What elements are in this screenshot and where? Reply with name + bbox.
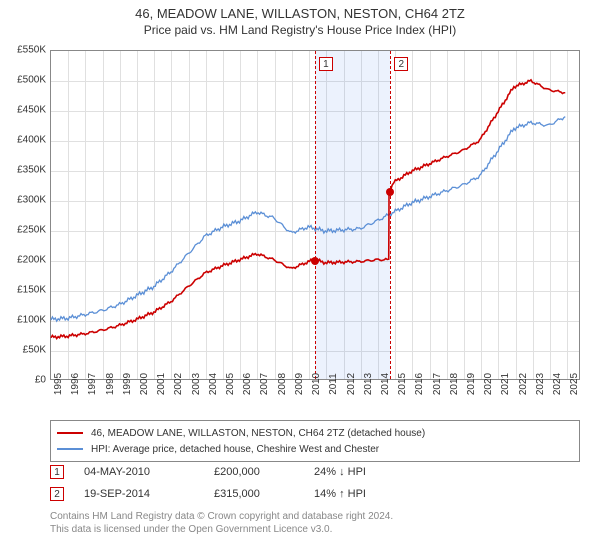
sales-list: 1 04-MAY-2010 £200,000 24% ↓ HPI 2 19-SE… bbox=[50, 462, 580, 506]
y-axis-tick: £350K bbox=[2, 165, 46, 176]
x-axis-tick: 2003 bbox=[191, 373, 202, 395]
sale-row: 2 19-SEP-2014 £315,000 14% ↑ HPI bbox=[50, 484, 580, 504]
y-axis-tick: £450K bbox=[2, 105, 46, 116]
page-subtitle: Price paid vs. HM Land Registry's House … bbox=[0, 23, 600, 37]
page-title: 46, MEADOW LANE, WILLASTON, NESTON, CH64… bbox=[0, 6, 600, 21]
x-axis-tick: 2010 bbox=[311, 373, 322, 395]
y-axis-tick: £300K bbox=[2, 195, 46, 206]
x-axis-tick: 2017 bbox=[432, 373, 443, 395]
x-axis-tick: 2016 bbox=[414, 373, 425, 395]
sale-hpi-delta: 24% ↓ HPI bbox=[314, 466, 424, 478]
x-axis-tick: 2023 bbox=[535, 373, 546, 395]
x-axis-tick: 2020 bbox=[483, 373, 494, 395]
legend: 46, MEADOW LANE, WILLASTON, NESTON, CH64… bbox=[50, 420, 580, 462]
footer-line: Contains HM Land Registry data © Crown c… bbox=[50, 510, 580, 523]
y-axis-tick: £550K bbox=[2, 45, 46, 56]
x-axis-tick: 2000 bbox=[139, 373, 150, 395]
legend-swatch bbox=[57, 432, 83, 434]
x-axis-tick: 1996 bbox=[70, 373, 81, 395]
x-axis-tick: 1999 bbox=[122, 373, 133, 395]
footer-attribution: Contains HM Land Registry data © Crown c… bbox=[50, 510, 580, 536]
footer-line: This data is licensed under the Open Gov… bbox=[50, 523, 580, 536]
x-axis-tick: 1997 bbox=[87, 373, 98, 395]
y-axis-tick: £150K bbox=[2, 285, 46, 296]
x-axis-tick: 2001 bbox=[156, 373, 167, 395]
x-axis-tick: 2018 bbox=[449, 373, 460, 395]
price-chart: 12 bbox=[50, 50, 580, 380]
x-axis-tick: 2021 bbox=[500, 373, 511, 395]
sale-date: 04-MAY-2010 bbox=[84, 466, 194, 478]
sale-hpi-delta: 14% ↑ HPI bbox=[314, 488, 424, 500]
x-axis-tick: 2005 bbox=[225, 373, 236, 395]
x-axis-tick: 2012 bbox=[346, 373, 357, 395]
chart-sale-marker: 1 bbox=[319, 57, 333, 71]
sale-date: 19-SEP-2014 bbox=[84, 488, 194, 500]
sale-price: £200,000 bbox=[214, 466, 294, 478]
y-axis-tick: £0 bbox=[2, 375, 46, 386]
x-axis-tick: 2008 bbox=[277, 373, 288, 395]
x-axis-tick: 2015 bbox=[397, 373, 408, 395]
y-axis-tick: £200K bbox=[2, 255, 46, 266]
x-axis-tick: 2004 bbox=[208, 373, 219, 395]
sale-point-icon bbox=[311, 257, 319, 265]
series-property bbox=[51, 80, 565, 339]
legend-row: HPI: Average price, detached house, Ches… bbox=[57, 441, 573, 457]
x-axis-tick: 2022 bbox=[518, 373, 529, 395]
x-axis-tick: 2007 bbox=[259, 373, 270, 395]
y-axis-tick: £400K bbox=[2, 135, 46, 146]
x-axis-tick: 2011 bbox=[328, 373, 339, 395]
sale-row: 1 04-MAY-2010 £200,000 24% ↓ HPI bbox=[50, 462, 580, 482]
y-axis-tick: £50K bbox=[2, 345, 46, 356]
y-axis-tick: £500K bbox=[2, 75, 46, 86]
y-axis-tick: £250K bbox=[2, 225, 46, 236]
x-axis-tick: 2019 bbox=[466, 373, 477, 395]
legend-row: 46, MEADOW LANE, WILLASTON, NESTON, CH64… bbox=[57, 425, 573, 441]
sale-marker-icon: 1 bbox=[50, 465, 64, 479]
sale-price: £315,000 bbox=[214, 488, 294, 500]
x-axis-tick: 2014 bbox=[380, 373, 391, 395]
x-axis-tick: 2024 bbox=[552, 373, 563, 395]
legend-label: 46, MEADOW LANE, WILLASTON, NESTON, CH64… bbox=[91, 428, 425, 439]
legend-swatch bbox=[57, 448, 83, 450]
x-axis-tick: 2006 bbox=[242, 373, 253, 395]
x-axis-tick: 2025 bbox=[569, 373, 580, 395]
sale-point-icon bbox=[386, 188, 394, 196]
x-axis-tick: 1998 bbox=[105, 373, 116, 395]
chart-sale-marker: 2 bbox=[394, 57, 408, 71]
x-axis-tick: 2013 bbox=[363, 373, 374, 395]
series-hpi bbox=[51, 117, 565, 322]
x-axis-tick: 1995 bbox=[53, 373, 64, 395]
y-axis-tick: £100K bbox=[2, 315, 46, 326]
x-axis-tick: 2002 bbox=[173, 373, 184, 395]
legend-label: HPI: Average price, detached house, Ches… bbox=[91, 444, 379, 455]
x-axis-tick: 2009 bbox=[294, 373, 305, 395]
sale-marker-icon: 2 bbox=[50, 487, 64, 501]
